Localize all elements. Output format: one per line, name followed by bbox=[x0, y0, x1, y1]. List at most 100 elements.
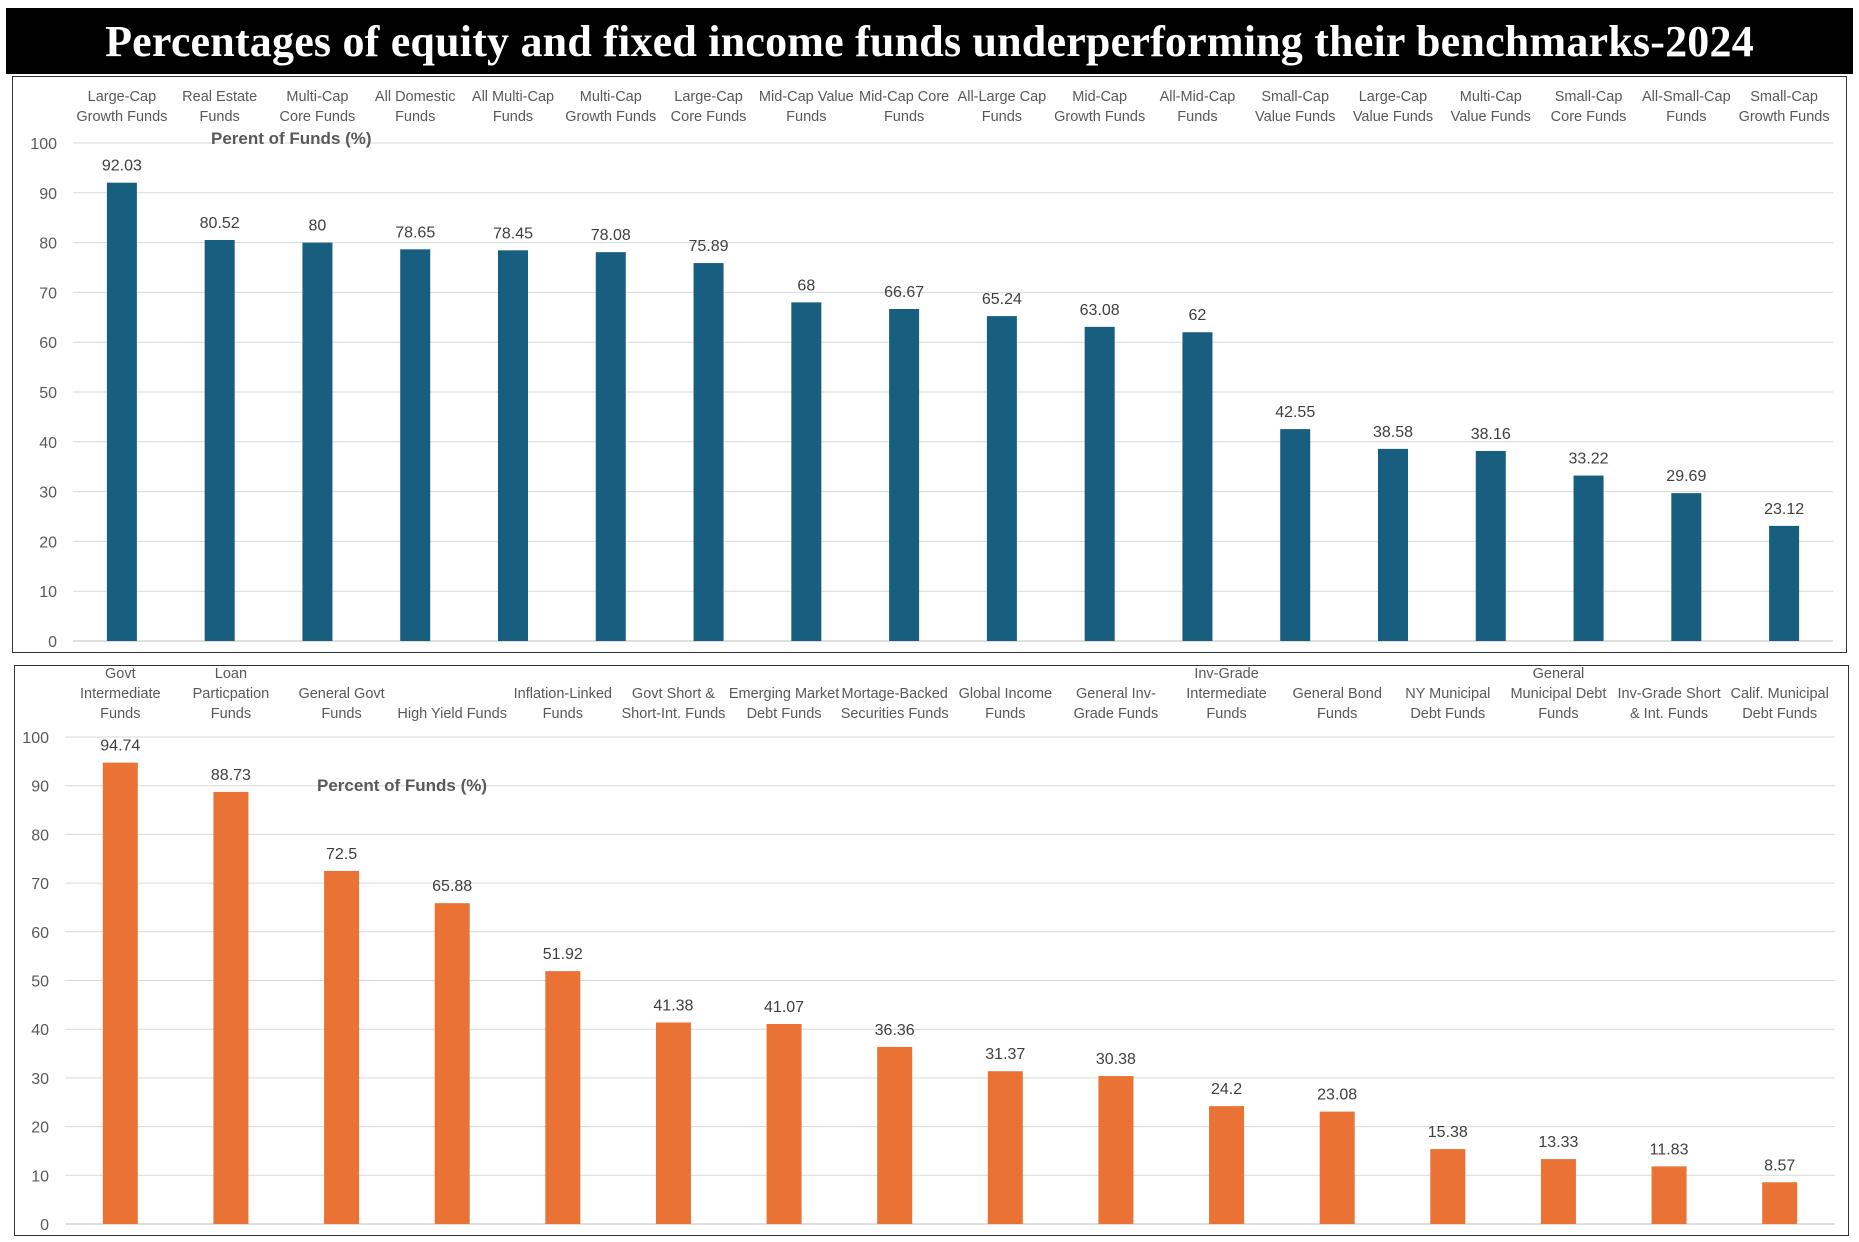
bar bbox=[766, 1023, 802, 1224]
data-label: 31.37 bbox=[985, 1046, 1025, 1063]
data-label: 30.38 bbox=[1096, 1051, 1136, 1068]
bar bbox=[987, 1071, 1023, 1224]
title-banner: Percentages of equity and fixed income f… bbox=[6, 8, 1853, 74]
data-label: 29.69 bbox=[1666, 468, 1706, 485]
data-label: 42.55 bbox=[1275, 404, 1315, 421]
category-label: Large-Cap Growth Funds bbox=[76, 89, 167, 125]
category-label: General Municipal Debt Funds bbox=[1510, 666, 1606, 722]
data-label: 65.24 bbox=[982, 291, 1022, 308]
category-label: All-Large Cap Funds bbox=[958, 89, 1047, 125]
category-label: Calif. Municipal Debt Funds bbox=[1731, 686, 1829, 722]
data-label: 80.52 bbox=[200, 215, 240, 232]
category-label: Real Estate Funds bbox=[182, 89, 257, 125]
data-label: 78.65 bbox=[395, 224, 435, 241]
bar bbox=[1671, 493, 1702, 641]
bar bbox=[213, 791, 249, 1224]
category-label: All Domestic Funds bbox=[375, 89, 456, 125]
category-label: Loan Particpation Funds bbox=[193, 666, 270, 722]
bar bbox=[1098, 1076, 1134, 1224]
category-label: Small-Cap Value Funds bbox=[1255, 89, 1335, 125]
bar bbox=[791, 302, 822, 641]
data-label: 41.38 bbox=[653, 997, 693, 1014]
bar bbox=[693, 263, 724, 641]
data-label: 66.67 bbox=[884, 284, 924, 301]
data-label: 51.92 bbox=[543, 946, 583, 963]
category-label: Small-Cap Growth Funds bbox=[1739, 89, 1830, 125]
y-tick-label: 90 bbox=[31, 779, 49, 796]
category-label: Inflation-Linked Funds bbox=[514, 686, 612, 722]
bar bbox=[400, 249, 431, 641]
y-tick-label: 50 bbox=[39, 385, 57, 402]
category-label: Inv-Grade Intermediate Funds bbox=[1186, 666, 1267, 722]
chart-annotation: Percent of Funds (%) bbox=[317, 776, 487, 795]
fixed-income-bar-chart: 0 10 20 30 40 50 60 70 80 90 100 Percent of Funds (… bbox=[22, 666, 1835, 1234]
y-tick-label: 0 bbox=[40, 1217, 49, 1234]
category-label: Multi-Cap Growth Funds bbox=[565, 89, 656, 125]
data-label: 11.83 bbox=[1650, 1141, 1689, 1158]
y-tick-label: 20 bbox=[31, 1120, 49, 1137]
y-tick-label: 30 bbox=[39, 485, 57, 502]
data-label: 38.58 bbox=[1373, 424, 1413, 441]
bar bbox=[1280, 429, 1311, 641]
data-label: 23.12 bbox=[1764, 501, 1804, 518]
data-label: 38.16 bbox=[1471, 426, 1511, 443]
category-label: Multi-Cap Core Funds bbox=[280, 89, 356, 125]
bar bbox=[324, 870, 360, 1224]
category-label: Mid-Cap Growth Funds bbox=[1054, 89, 1145, 125]
category-label: General Inv-Grade Funds bbox=[1074, 686, 1159, 722]
bar bbox=[655, 1022, 691, 1224]
y-tick-label: 60 bbox=[39, 335, 57, 352]
category-label: Inv-Grade Short & Int. Funds bbox=[1617, 686, 1720, 722]
bar bbox=[877, 1046, 913, 1224]
y-tick-label: 80 bbox=[31, 827, 49, 844]
bar bbox=[545, 971, 581, 1224]
y-tick-label: 10 bbox=[31, 1168, 49, 1185]
data-label: 63.08 bbox=[1080, 302, 1120, 319]
bar bbox=[204, 240, 235, 641]
bar bbox=[1540, 1159, 1576, 1224]
data-label: 23.08 bbox=[1317, 1087, 1357, 1104]
category-label: Small-Cap Core Funds bbox=[1551, 89, 1627, 125]
bar bbox=[434, 903, 470, 1224]
bar bbox=[595, 252, 626, 641]
chart-annotation: Perent of Funds (%) bbox=[211, 129, 372, 148]
data-label: 94.74 bbox=[100, 738, 140, 755]
page-title: Percentages of equity and fixed income f… bbox=[105, 16, 1754, 66]
y-tick-label: 80 bbox=[39, 236, 57, 253]
data-label: 41.07 bbox=[764, 999, 804, 1016]
bar bbox=[1651, 1166, 1687, 1224]
category-label: Mortage-Backed Securities Funds bbox=[841, 686, 949, 722]
category-label: General Bond Funds bbox=[1292, 686, 1381, 722]
data-label: 36.36 bbox=[875, 1022, 915, 1039]
category-label: Large-Cap Core Funds bbox=[671, 89, 747, 125]
bar bbox=[1182, 332, 1213, 641]
category-label: All-Small-Cap Funds bbox=[1642, 89, 1731, 125]
data-label: 8.57 bbox=[1764, 1157, 1795, 1174]
category-label: NY Municipal Debt Funds bbox=[1405, 686, 1490, 722]
bar bbox=[1769, 525, 1800, 641]
data-label: 68 bbox=[797, 277, 815, 294]
y-tick-label: 100 bbox=[30, 136, 57, 153]
data-label: 78.45 bbox=[493, 225, 533, 242]
category-label: Mid-Cap Value Funds bbox=[759, 89, 854, 125]
bar bbox=[1475, 450, 1506, 641]
data-label: 75.89 bbox=[689, 238, 729, 255]
bar bbox=[1762, 1182, 1798, 1224]
bar bbox=[1378, 448, 1408, 641]
bar bbox=[889, 308, 920, 641]
bar bbox=[1430, 1149, 1466, 1224]
bar bbox=[106, 182, 137, 641]
y-tick-label: 90 bbox=[39, 186, 57, 203]
y-tick-label: 40 bbox=[31, 1022, 49, 1039]
data-label: 24.2 bbox=[1211, 1081, 1242, 1098]
category-label: Large-Cap Value Funds bbox=[1353, 89, 1433, 125]
data-label: 88.73 bbox=[211, 767, 251, 784]
equity-chart-panel: 0 10 20 30 40 50 60 70 80 90 100 Perent of Funds (%… bbox=[12, 76, 1847, 653]
data-label: 33.22 bbox=[1569, 451, 1609, 468]
bar bbox=[1573, 475, 1604, 641]
y-tick-label: 60 bbox=[31, 925, 49, 942]
bar bbox=[1319, 1111, 1355, 1224]
bar bbox=[498, 250, 528, 641]
category-label: All-Mid-Cap Funds bbox=[1160, 89, 1236, 125]
data-label: 15.38 bbox=[1428, 1124, 1468, 1141]
